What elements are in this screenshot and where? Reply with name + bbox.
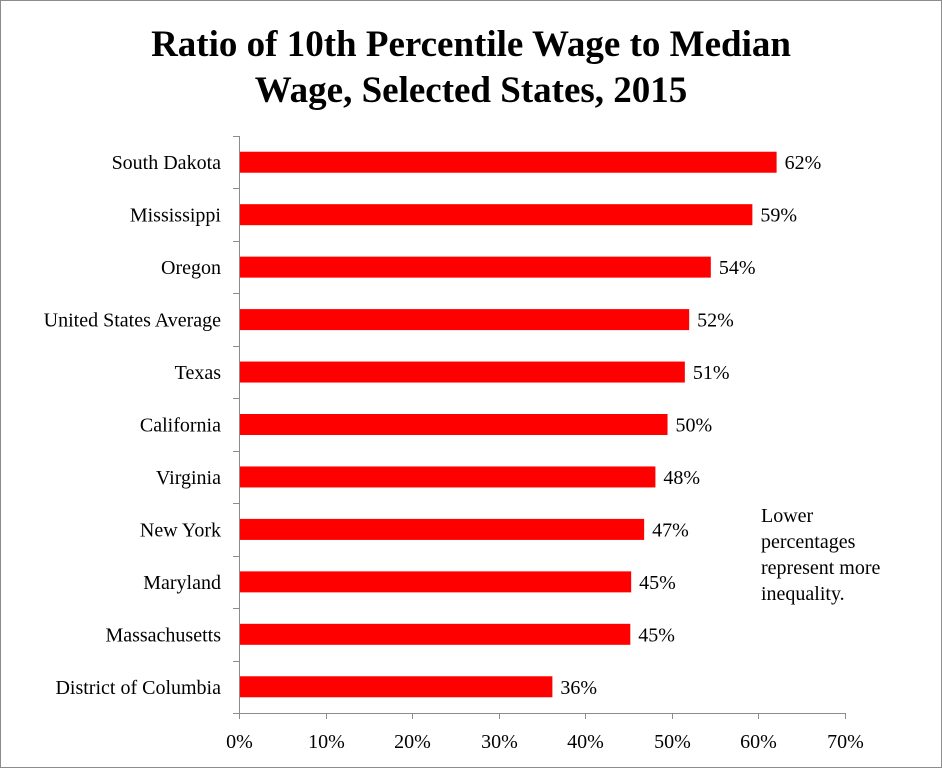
category-label: New York: [140, 519, 221, 541]
category-label: Virginia: [156, 467, 221, 489]
bar: [239, 204, 753, 226]
annotation-line-3: represent more: [761, 557, 881, 579]
x-tick-label: 40%: [567, 731, 604, 753]
bar: [239, 414, 668, 435]
value-label: 50%: [676, 415, 713, 437]
category-label: South Dakota: [112, 152, 222, 174]
annotation-note: Lower percentages represent more inequal…: [761, 503, 931, 607]
bar: [239, 518, 645, 540]
x-tick-label: 0%: [226, 731, 253, 753]
bar: [239, 571, 632, 593]
value-label: 45%: [639, 572, 676, 594]
chart-title-line-2: Wage, Selected States, 2015: [254, 70, 688, 111]
bar: [239, 256, 711, 278]
category-label: Texas: [175, 362, 222, 384]
x-tick-label: 70%: [827, 731, 864, 753]
x-tick-label: 30%: [481, 731, 518, 753]
category-label: Massachusetts: [105, 624, 221, 646]
category-label: California: [140, 415, 221, 437]
value-label: 47%: [652, 519, 689, 541]
chart-title-line-1: Ratio of 10th Percentile Wage to Median: [151, 24, 791, 65]
value-label: 52%: [697, 310, 734, 332]
category-label: Maryland: [143, 572, 221, 594]
annotation-line-2: percentages: [761, 531, 856, 553]
value-label: 36%: [560, 677, 597, 699]
value-label: 59%: [760, 205, 797, 227]
category-label: District of Columbia: [55, 677, 221, 699]
x-tick-label: 60%: [740, 731, 777, 753]
value-label: 51%: [693, 362, 730, 384]
category-label: United States Average: [44, 310, 221, 332]
x-tick-label: 50%: [654, 731, 691, 753]
category-label: Mississippi: [130, 205, 222, 227]
annotation-line-4: inequality.: [761, 583, 845, 605]
value-label: 48%: [663, 467, 700, 489]
bar: [239, 361, 685, 383]
category-label: Oregon: [161, 257, 221, 279]
bar: [239, 676, 553, 698]
annotation-line-1: Lower: [761, 505, 814, 527]
bar: [239, 466, 656, 488]
value-label: 54%: [719, 257, 756, 279]
bar: [239, 151, 777, 173]
bar: [239, 623, 631, 645]
x-tick-label: 10%: [308, 731, 345, 753]
bar: [239, 309, 690, 331]
x-tick-label: 20%: [394, 731, 431, 753]
value-label: 62%: [785, 152, 822, 174]
value-label: 45%: [638, 624, 675, 646]
chart-title: Ratio of 10th Percentile Wage to Median …: [0, 22, 942, 114]
